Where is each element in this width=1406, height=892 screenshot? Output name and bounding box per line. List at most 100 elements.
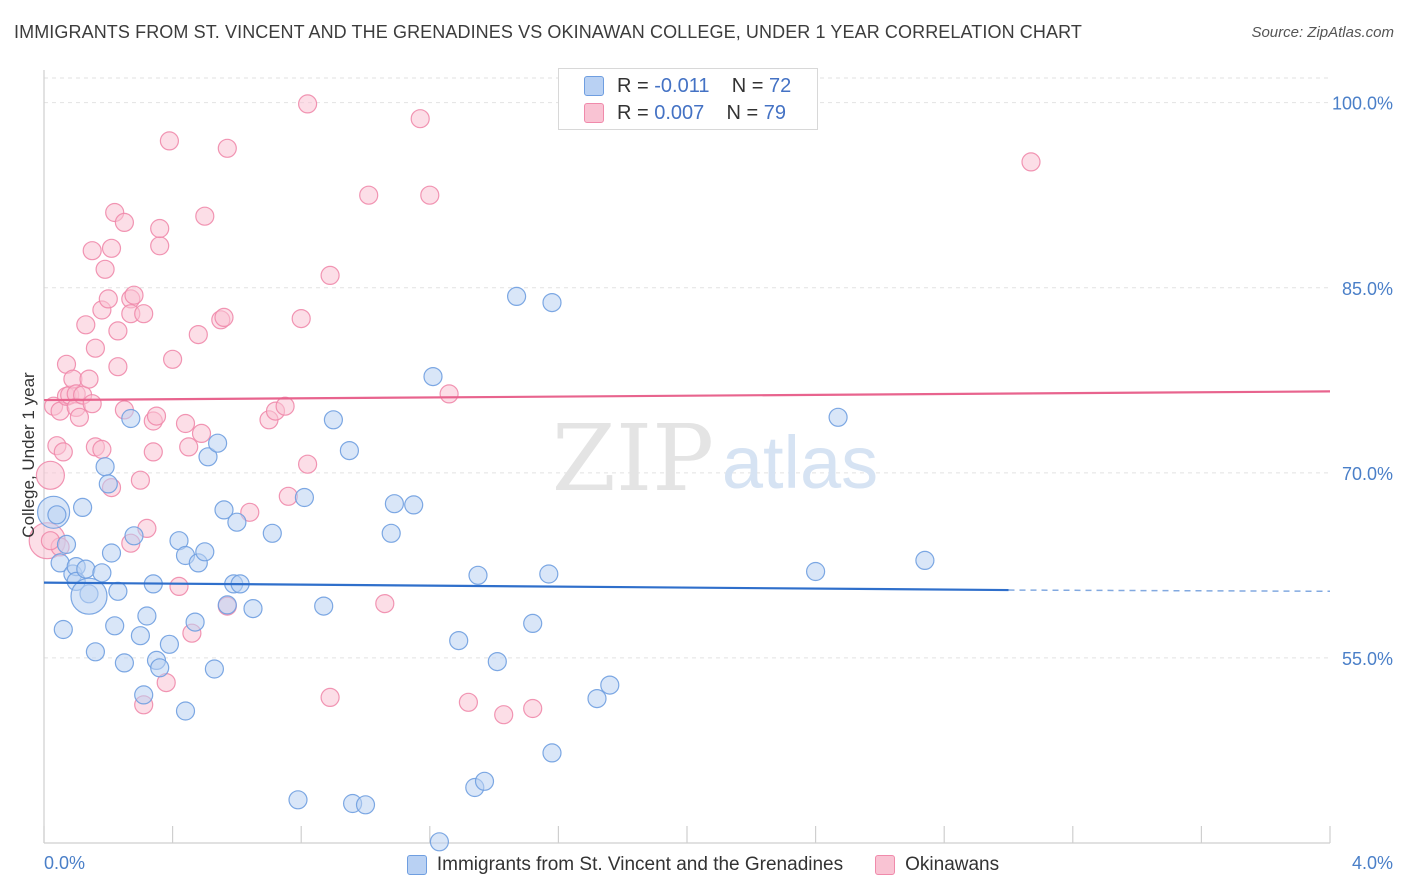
- point-okinawans: [108, 321, 128, 341]
- n-label: N =: [726, 101, 764, 124]
- point-okinawans: [410, 109, 430, 129]
- y-tick-label: 55.0%: [1342, 649, 1393, 669]
- point-okinawans: [169, 576, 189, 597]
- point-okinawans: [130, 470, 150, 490]
- point-okinawans: [320, 687, 340, 708]
- point-immigrants: [195, 542, 215, 562]
- point-immigrants: [542, 743, 562, 763]
- point-immigrants: [185, 612, 205, 632]
- stats-row-okinawans: R = 0.007 N = 79: [584, 100, 787, 126]
- point-immigrants: [449, 630, 469, 651]
- point-immigrants: [214, 500, 234, 520]
- point-okinawans: [275, 396, 295, 416]
- point-immigrants: [121, 408, 141, 429]
- point-immigrants: [429, 832, 449, 852]
- grid: [44, 77, 1330, 659]
- point-immigrants: [243, 598, 263, 619]
- watermark-zip: ZIP: [552, 405, 714, 512]
- point-immigrants: [217, 595, 237, 615]
- legend-label-okinawans: Okinawans: [905, 854, 1000, 875]
- point-immigrants: [85, 642, 106, 662]
- point-immigrants: [76, 559, 96, 579]
- point-okinawans: [214, 307, 234, 327]
- point-immigrants: [474, 771, 495, 791]
- point-okinawans: [163, 349, 183, 369]
- point-immigrants: [600, 675, 620, 695]
- trend-line-immigrants: [43, 581, 1009, 592]
- point-immigrants: [487, 651, 507, 672]
- point-okinawans: [494, 705, 514, 725]
- y-tick-label: 85.0%: [1342, 279, 1393, 299]
- point-immigrants: [198, 447, 218, 467]
- point-okinawans: [35, 460, 66, 490]
- point-immigrants: [92, 563, 112, 583]
- point-immigrants: [208, 433, 228, 453]
- point-immigrants: [381, 523, 401, 543]
- stats-swatch-okinawans: [584, 103, 604, 123]
- point-okinawans: [159, 131, 179, 151]
- point-okinawans: [69, 407, 90, 427]
- point-okinawans: [101, 238, 122, 258]
- point-immigrants: [288, 790, 308, 810]
- point-immigrants: [587, 688, 607, 709]
- point-okinawans: [143, 442, 163, 462]
- y-tick-label: 70.0%: [1342, 464, 1393, 484]
- point-immigrants: [204, 659, 224, 679]
- point-okinawans: [298, 94, 318, 114]
- stats-row-immigrants: R = -0.011 N = 72: [584, 73, 792, 99]
- n-value: 72: [768, 74, 792, 97]
- point-okinawans: [523, 698, 543, 719]
- axes: [43, 70, 1331, 844]
- point-immigrants: [323, 410, 343, 430]
- chart-title: IMMIGRANTS FROM ST. VINCENT AND THE GREN…: [14, 22, 1082, 42]
- point-okinawans: [298, 454, 318, 474]
- point-okinawans: [79, 369, 99, 389]
- point-immigrants: [101, 543, 122, 563]
- source-label: Source: ZipAtlas.com: [1251, 24, 1394, 41]
- point-immigrants: [175, 701, 196, 721]
- point-immigrants: [159, 634, 179, 654]
- point-okinawans: [82, 394, 102, 414]
- stats-legend: R = -0.011 N = 72 R = 0.007 N = 79: [558, 68, 818, 130]
- point-immigrants: [114, 653, 135, 673]
- point-immigrants: [53, 619, 73, 640]
- point-immigrants: [124, 526, 144, 546]
- stats-swatch-immigrants: [584, 76, 604, 96]
- n-value: 79: [763, 101, 787, 124]
- point-okinawans: [150, 236, 170, 256]
- point-immigrants: [355, 795, 376, 815]
- point-immigrants: [47, 505, 67, 525]
- legend-item-okinawans[interactable]: Okinawans: [875, 854, 999, 876]
- point-immigrants: [539, 564, 559, 584]
- point-immigrants: [542, 293, 562, 313]
- point-okinawans: [359, 185, 379, 205]
- point-immigrants: [105, 616, 125, 636]
- point-okinawans: [175, 413, 196, 434]
- point-okinawans: [291, 309, 311, 329]
- point-okinawans: [82, 241, 102, 261]
- point-immigrants: [137, 606, 157, 626]
- r-label: R =: [617, 101, 655, 124]
- point-okinawans: [134, 304, 154, 324]
- series-okinawans: [28, 94, 1041, 725]
- point-immigrants: [56, 534, 77, 555]
- point-okinawans: [320, 265, 340, 285]
- bottom-legend: Immigrants from St. Vincent and the Gren…: [0, 852, 1406, 878]
- point-immigrants: [262, 523, 282, 543]
- x-tick-label-min: 0.0%: [44, 853, 85, 873]
- tick-labels: 55.0% 70.0% 85.0% 100.0% 0.0% 4.0%: [44, 94, 1393, 873]
- point-okinawans: [375, 593, 395, 614]
- point-immigrants: [130, 626, 150, 646]
- legend-label-immigrants: Immigrants from St. Vincent and the Gren…: [436, 854, 844, 875]
- series-immigrants: [36, 286, 935, 852]
- trend-lines: [43, 390, 1331, 593]
- point-okinawans: [76, 315, 96, 335]
- legend-item-immigrants[interactable]: Immigrants from St. Vincent and the Gren…: [406, 854, 844, 876]
- point-immigrants: [72, 497, 93, 517]
- legend-swatch-okinawans: [875, 855, 896, 875]
- point-immigrants: [134, 685, 154, 705]
- point-okinawans: [195, 206, 215, 226]
- point-okinawans: [188, 325, 208, 345]
- point-immigrants: [506, 286, 527, 306]
